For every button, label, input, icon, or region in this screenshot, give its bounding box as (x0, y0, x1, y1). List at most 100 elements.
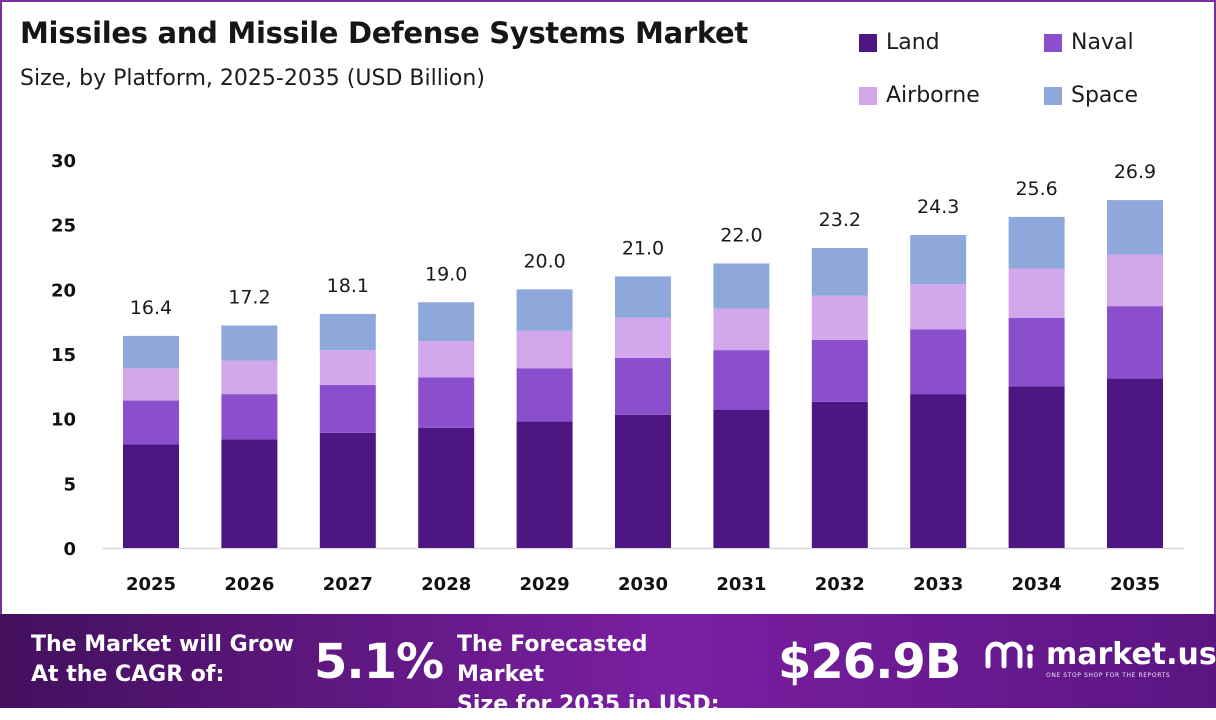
legend-item-land: Land (859, 30, 940, 55)
bar-total-label: 24.3 (917, 196, 959, 218)
bar-segment-naval-2033 (910, 329, 967, 395)
bar-segment-space-2029 (516, 289, 573, 331)
bar-segment-airborne-2032 (811, 295, 868, 340)
bar-segment-naval-2028 (418, 377, 475, 428)
bar-segment-land-2029 (516, 421, 573, 548)
legend-label-airborne: Airborne (886, 83, 980, 108)
bar-segment-space-2034 (1008, 216, 1065, 269)
y-tick-label: 30 (51, 151, 76, 172)
bar-total-label: 17.2 (228, 287, 270, 309)
cagr-value: 5.1% (314, 634, 444, 690)
chart-legend: Land Naval Airborne Space (859, 30, 1179, 120)
legend-swatch-airborne (859, 86, 877, 105)
bar-segment-land-2028 (418, 427, 475, 548)
forecast-value: $26.9B (778, 634, 961, 690)
bar-total-label: 18.1 (327, 275, 369, 297)
chart-subtitle: Size, by Platform, 2025-2035 (USD Billio… (20, 66, 485, 91)
bar-segment-airborne-2026 (221, 360, 278, 395)
bar-segment-naval-2032 (811, 339, 868, 402)
brand-tagline: ONE STOP SHOP FOR THE REPORTS (1046, 672, 1171, 679)
forecast-caption-line2: Size for 2035 in USD: (457, 692, 720, 717)
legend-item-naval: Naval (1044, 30, 1134, 55)
bar-segment-airborne-2033 (910, 284, 967, 330)
bar-total-label: 20.0 (523, 250, 565, 272)
stacked-bar-chart: 05101520253016.4202517.2202618.1202719.0… (51, 151, 1184, 595)
forecast-caption-line1: The Forecasted Market (457, 632, 648, 687)
bar-segment-land-2032 (811, 401, 868, 548)
bar-total-label: 16.4 (130, 297, 172, 319)
x-tick-label: 2026 (224, 574, 274, 595)
cagr-caption-line2: At the CAGR of: (31, 662, 225, 687)
bar-segment-naval-2026 (221, 394, 278, 440)
cagr-caption: The Market will Grow At the CAGR of: (31, 630, 311, 690)
x-tick-label: 2027 (323, 574, 373, 595)
bar-segment-naval-2030 (615, 357, 671, 415)
bar-segment-airborne-2027 (319, 350, 376, 386)
y-tick-label: 0 (63, 539, 76, 560)
legend-label-naval: Naval (1071, 30, 1134, 55)
bar-segment-land-2025 (123, 444, 179, 548)
legend-swatch-land (859, 33, 877, 52)
legend-item-space: Space (1044, 83, 1138, 108)
bar-segment-space-2035 (1107, 200, 1163, 255)
bar-segment-airborne-2029 (516, 330, 573, 369)
bar-total-label: 19.0 (425, 263, 467, 285)
bar-total-label: 26.9 (1114, 161, 1156, 183)
y-tick-label: 5 (63, 474, 76, 495)
x-tick-label: 2035 (1110, 574, 1160, 595)
bar-segment-space-2030 (615, 276, 671, 318)
forecast-caption: The Forecasted Market Size for 2035 in U… (457, 630, 737, 720)
bar-total-label: 23.2 (819, 209, 861, 231)
chart-frame: Missiles and Missile Defense Systems Mar… (0, 0, 1216, 614)
y-tick-label: 20 (51, 280, 76, 301)
x-tick-label: 2031 (716, 574, 766, 595)
bar-segment-space-2032 (811, 247, 868, 296)
legend-label-land: Land (886, 30, 940, 55)
legend-label-space: Space (1071, 83, 1139, 108)
legend-swatch-naval (1044, 33, 1062, 52)
market-us-brand: market.us ONE STOP SHOP FOR THE REPORTS (984, 637, 1216, 679)
x-tick-label: 2029 (520, 574, 570, 595)
bar-segment-airborne-2031 (713, 308, 770, 351)
market-us-logo-icon (985, 641, 1034, 669)
bar-segment-land-2027 (319, 432, 376, 548)
bar-segment-land-2034 (1008, 386, 1065, 548)
y-tick-label: 15 (51, 345, 76, 366)
bar-segment-airborne-2035 (1107, 254, 1163, 307)
bar-segment-space-2027 (319, 313, 376, 351)
x-tick-label: 2028 (421, 574, 471, 595)
bar-segment-space-2026 (221, 325, 278, 361)
bar-segment-naval-2027 (319, 385, 376, 433)
bar-segment-airborne-2030 (615, 317, 671, 358)
y-tick-label: 10 (51, 410, 76, 431)
bar-segment-naval-2034 (1008, 317, 1065, 387)
bar-segment-space-2033 (910, 235, 967, 285)
bar-segment-naval-2031 (713, 350, 770, 410)
bar-segment-land-2033 (910, 394, 967, 548)
bar-segment-space-2028 (418, 302, 475, 342)
x-tick-label: 2034 (1012, 574, 1062, 595)
bar-segment-naval-2025 (123, 400, 179, 445)
bar-segment-space-2025 (123, 335, 179, 369)
legend-swatch-space (1044, 86, 1062, 105)
x-tick-label: 2030 (618, 574, 668, 595)
bar-segment-naval-2029 (516, 368, 573, 422)
cagr-caption-line1: The Market will Grow (31, 632, 294, 657)
x-tick-label: 2032 (815, 574, 865, 595)
bar-segment-land-2035 (1107, 378, 1163, 548)
x-tick-label: 2033 (913, 574, 963, 595)
y-tick-label: 25 (51, 216, 76, 237)
bar-total-label: 22.0 (720, 224, 762, 246)
bar-segment-land-2030 (615, 414, 671, 548)
footer-banner: The Market will Grow At the CAGR of: 5.1… (0, 614, 1216, 717)
bar-total-label: 25.6 (1015, 178, 1057, 200)
x-tick-label: 2025 (126, 574, 176, 595)
bar-segment-airborne-2025 (123, 368, 179, 401)
chart-title: Missiles and Missile Defense Systems Mar… (20, 16, 748, 50)
brand-name: market.us (1046, 637, 1216, 672)
bar-segment-naval-2035 (1107, 306, 1163, 379)
bar-total-label: 21.0 (622, 237, 664, 259)
legend-item-airborne: Airborne (859, 83, 980, 108)
bar-segment-space-2031 (713, 263, 770, 309)
bar-segment-land-2031 (713, 409, 770, 548)
